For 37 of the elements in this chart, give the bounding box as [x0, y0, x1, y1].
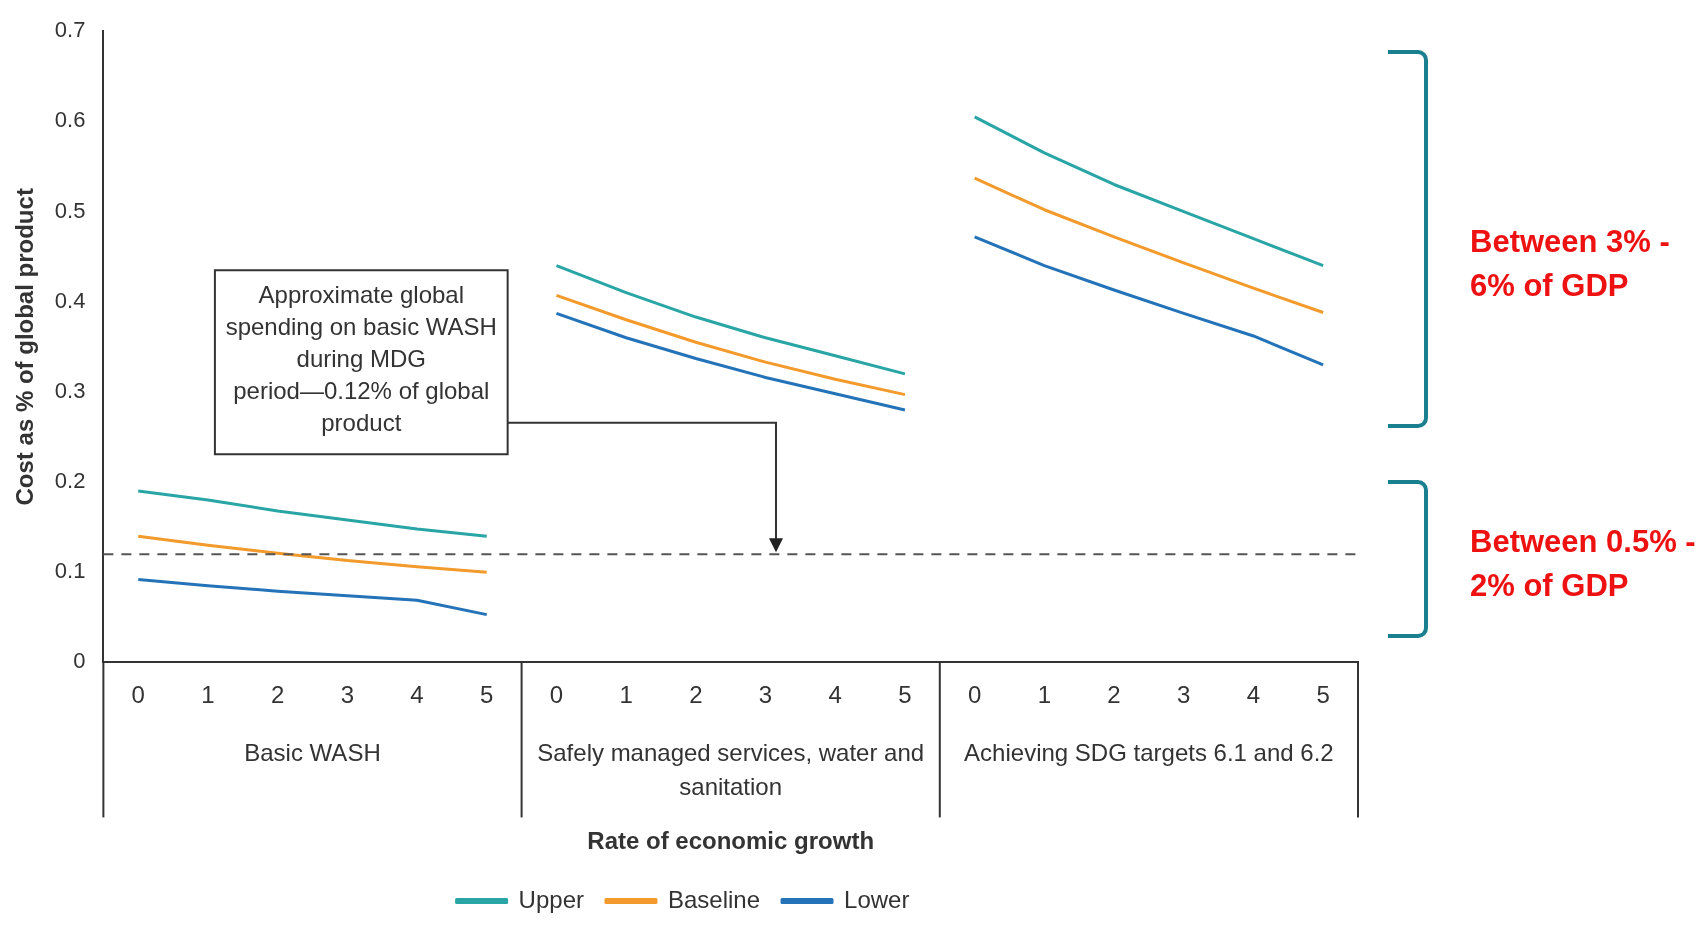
x-tick-label: 1: [619, 681, 633, 709]
x-tick-label: 2: [270, 681, 285, 709]
legend-label: Upper: [518, 885, 584, 913]
x-tick-label: 4: [828, 681, 842, 709]
y-tick-label: 0.4: [54, 287, 86, 313]
y-tick-label: 0.5: [54, 197, 86, 223]
text: Between 3% - 6% of GDP: [1470, 223, 1671, 305]
annotation: Approximate global spending on basic WASH during MDG period—0.12% of global product: [225, 280, 497, 436]
x-tick-label: 5: [480, 681, 494, 709]
x-tick-label: 3: [1177, 681, 1191, 709]
legend-label: Baseline: [667, 885, 761, 913]
y-tick-label: 0.7: [54, 17, 86, 43]
text: Achieving SDG targets 6.1 and 6.2: [964, 739, 1334, 767]
x-tick-label: 1: [201, 681, 215, 709]
y-axis-title: Cost as % of global product: [11, 188, 39, 506]
text: Safely managed services, water and sanitation: [537, 739, 925, 801]
x-tick-label: 1: [1037, 681, 1052, 709]
y-tick-label: 0.1: [54, 558, 86, 584]
x-tick-label: 0: [131, 681, 145, 709]
x-axis-title: Rate of economic growth: [587, 827, 875, 855]
y-tick-label: 0: [73, 648, 86, 674]
text: Between 0.5% - 2% of GDP: [1470, 523, 1697, 605]
legend-label: Lower: [844, 885, 910, 913]
x-tick-label: 4: [1246, 681, 1261, 709]
y-tick-label: 0.6: [54, 107, 86, 133]
x-tick-label: 2: [689, 681, 703, 709]
y-tick-label: 0.3: [54, 377, 86, 403]
x-tick-label: 2: [1107, 681, 1121, 709]
y-tick-label: 0.2: [54, 468, 86, 494]
x-tick-label: 4: [410, 681, 424, 709]
x-tick-label: 0: [549, 681, 564, 709]
x-tick-label: 5: [898, 681, 912, 709]
x-tick-label: 5: [1316, 681, 1330, 709]
x-tick-label: 0: [967, 681, 982, 709]
x-tick-label: 3: [340, 681, 355, 709]
x-tick-label: 3: [758, 681, 773, 709]
text: Basic WASH: [244, 739, 381, 767]
